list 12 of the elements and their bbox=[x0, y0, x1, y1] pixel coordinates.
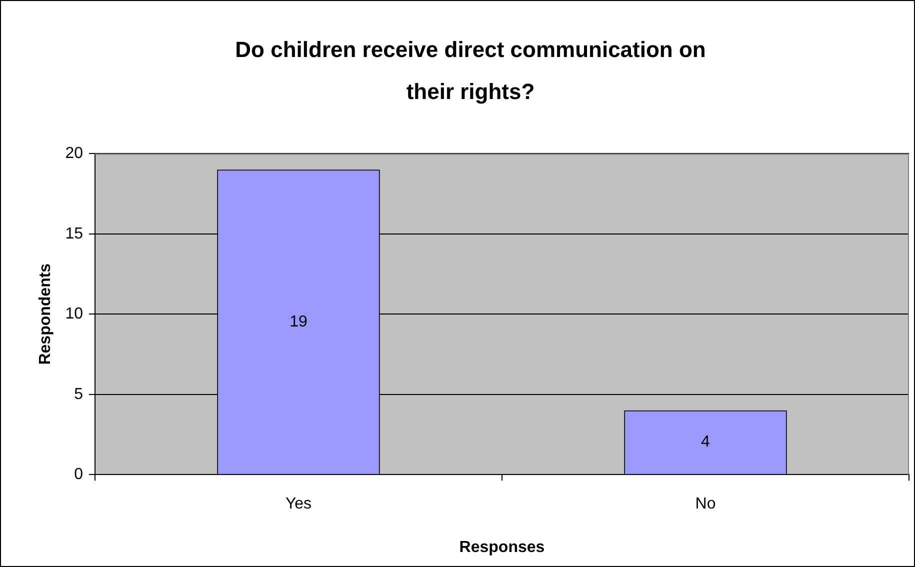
y-tick-label: 10 bbox=[65, 306, 84, 323]
y-tick-label: 15 bbox=[65, 225, 84, 242]
x-axis-title: Responses bbox=[459, 538, 545, 556]
y-axis-title: Respondents bbox=[37, 263, 54, 365]
y-tick-label: 0 bbox=[74, 466, 84, 484]
y-tick-label: 20 bbox=[65, 145, 84, 162]
y-tick-label: 5 bbox=[74, 386, 84, 403]
chart-title: Do children receive direct communication on their rights? bbox=[235, 36, 706, 104]
data-label: 4 bbox=[701, 434, 710, 451]
data-label: 19 bbox=[290, 313, 308, 330]
x-tick-label: Yes bbox=[285, 496, 312, 513]
x-tick-label: No bbox=[695, 496, 716, 513]
